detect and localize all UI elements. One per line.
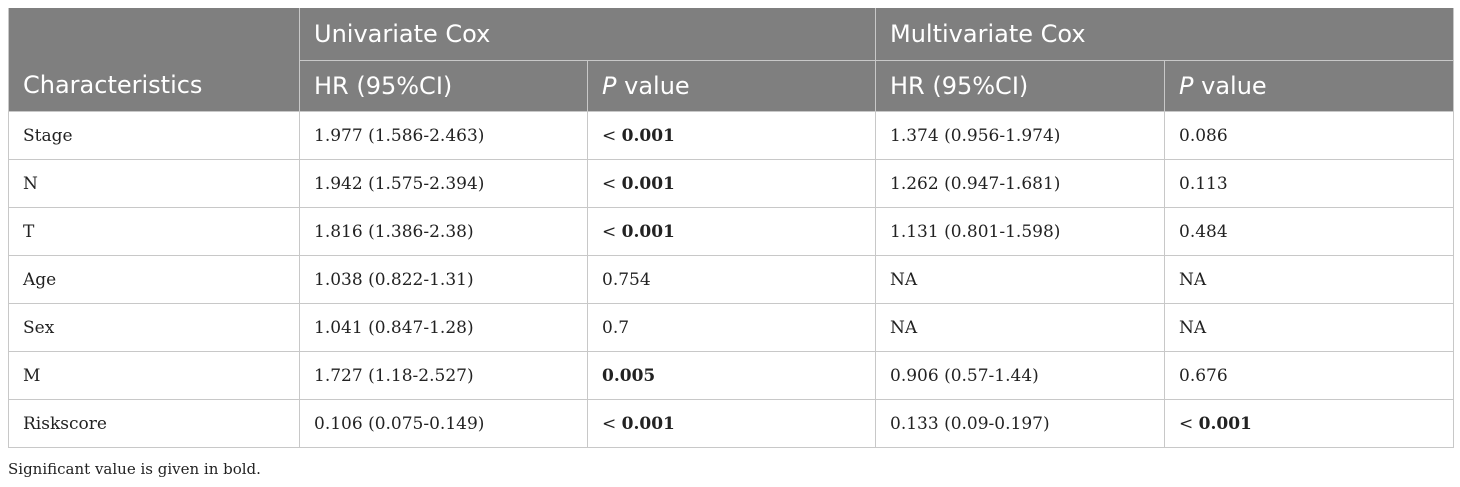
table-row: M 1.727 (1.18-2.527) 0.005 0.906 (0.57-1.44… (8, 351, 1454, 400)
cell-multivariate-hr: 0.906 (0.57-1.44) (875, 351, 1165, 400)
header-univariate-cox: Univariate Cox (299, 8, 876, 61)
p-italic-label: P (602, 72, 617, 100)
p-value: 0.001 (1198, 413, 1252, 434)
table-row: Riskscore 0.106 (0.075-0.149) < 0.001 0.133… (8, 399, 1454, 448)
p-value-prefix: < (602, 221, 622, 242)
cell-univariate-p-value: 0.005 (587, 351, 876, 400)
table-row: T 1.816 (1.386-2.38) < 0.001 1.131 (0.801-1… (8, 207, 1454, 256)
header-multivariate-p-value: P value (1164, 60, 1454, 112)
cell-multivariate-hr: 1.131 (0.801-1.598) (875, 207, 1165, 256)
p-value: 0.001 (621, 413, 675, 434)
cell-multivariate-hr: NA (875, 303, 1165, 352)
table-row: N 1.942 (1.575-2.394) < 0.001 1.262 (0.947-… (8, 159, 1454, 208)
header-univariate-p-value: P value (587, 60, 876, 112)
cell-univariate-hr: 0.106 (0.075-0.149) (299, 399, 588, 448)
cell-characteristic: Sex (8, 303, 300, 352)
p-value: 0.754 (602, 269, 651, 290)
cell-multivariate-hr: 0.133 (0.09-0.197) (875, 399, 1165, 448)
cell-multivariate-p-value: < 0.001 (1164, 399, 1454, 448)
cell-univariate-p-value: < 0.001 (587, 159, 876, 208)
cell-characteristic: N (8, 159, 300, 208)
cell-univariate-hr: 1.977 (1.586-2.463) (299, 111, 588, 160)
cell-multivariate-p-value: 0.086 (1164, 111, 1454, 160)
cell-characteristic: Age (8, 255, 300, 304)
p-italic-label: P (1179, 72, 1194, 100)
p-value: 0.005 (602, 365, 656, 386)
cell-univariate-hr: 1.942 (1.575-2.394) (299, 159, 588, 208)
cell-univariate-p-value: < 0.001 (587, 111, 876, 160)
p-value-prefix: < (1179, 413, 1199, 434)
p-value-suffix: value (1193, 72, 1267, 100)
cell-multivariate-p-value: 0.676 (1164, 351, 1454, 400)
header-multivariate-hr: HR (95%CI) (875, 60, 1165, 112)
cell-univariate-hr: 1.038 (0.822-1.31) (299, 255, 588, 304)
cell-univariate-hr: 1.727 (1.18-2.527) (299, 351, 588, 400)
header-multivariate-cox: Multivariate Cox (875, 8, 1454, 61)
cell-multivariate-hr: 1.374 (0.956-1.974) (875, 111, 1165, 160)
p-value: NA (1179, 317, 1207, 338)
cell-univariate-p-value: 0.754 (587, 255, 876, 304)
cell-multivariate-p-value: 0.484 (1164, 207, 1454, 256)
cell-univariate-p-value: < 0.001 (587, 207, 876, 256)
cell-univariate-hr: 1.816 (1.386-2.38) (299, 207, 588, 256)
table-row: Sex 1.041 (0.847-1.28) 0.7 NA NA (8, 303, 1454, 352)
cox-regression-table: Characteristics Univariate Cox Multivari… (8, 8, 1454, 448)
table-row: Stage 1.977 (1.586-2.463) < 0.001 1.374 (0.… (8, 111, 1454, 160)
table-body: Stage 1.977 (1.586-2.463) < 0.001 1.374 (0.… (8, 111, 1454, 448)
p-value: 0.113 (1179, 173, 1228, 194)
cell-characteristic: Riskscore (8, 399, 300, 448)
p-value: 0.001 (621, 125, 675, 146)
p-value: 0.086 (1179, 125, 1228, 146)
p-value: 0.001 (621, 173, 675, 194)
cox-regression-table-container: Characteristics Univariate Cox Multivari… (8, 8, 1454, 448)
cell-multivariate-hr: NA (875, 255, 1165, 304)
p-value: 0.676 (1179, 365, 1228, 386)
table-footnote: Significant value is given in bold. (8, 460, 261, 478)
header-characteristics: Characteristics (8, 8, 300, 112)
cell-multivariate-hr: 1.262 (0.947-1.681) (875, 159, 1165, 208)
cell-characteristic: Stage (8, 111, 300, 160)
cell-univariate-p-value: < 0.001 (587, 399, 876, 448)
p-value-prefix: < (602, 125, 622, 146)
p-value-prefix: < (602, 173, 622, 194)
p-value-suffix: value (616, 72, 690, 100)
p-value: NA (1179, 269, 1207, 290)
table-header: Characteristics Univariate Cox Multivari… (8, 8, 1454, 112)
header-univariate-hr: HR (95%CI) (299, 60, 588, 112)
cell-multivariate-p-value: NA (1164, 303, 1454, 352)
cell-multivariate-p-value: NA (1164, 255, 1454, 304)
p-value: 0.001 (621, 221, 675, 242)
cell-characteristic: T (8, 207, 300, 256)
p-value-prefix: < (602, 413, 622, 434)
cell-univariate-hr: 1.041 (0.847-1.28) (299, 303, 588, 352)
cell-multivariate-p-value: 0.113 (1164, 159, 1454, 208)
table-row: Age 1.038 (0.822-1.31) 0.754 NA NA (8, 255, 1454, 304)
cell-univariate-p-value: 0.7 (587, 303, 876, 352)
p-value: 0.7 (602, 317, 630, 338)
p-value: 0.484 (1179, 221, 1228, 242)
cell-characteristic: M (8, 351, 300, 400)
